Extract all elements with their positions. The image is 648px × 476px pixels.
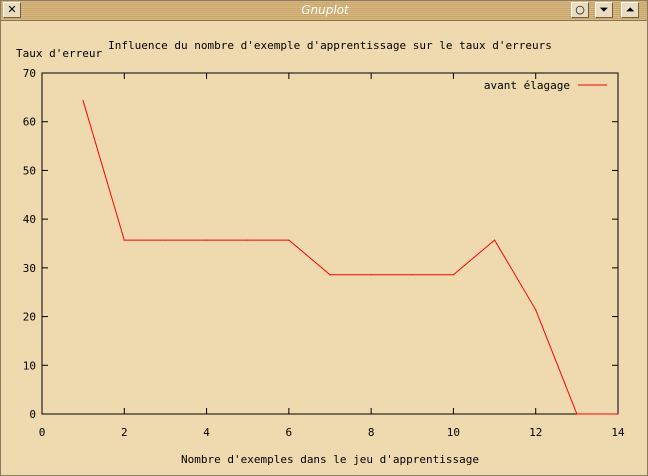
y-tick-label: 60 (23, 116, 36, 129)
shade-button[interactable]: ⏷ (595, 2, 613, 18)
legend-label: avant élagage (484, 79, 570, 92)
data-point (329, 274, 331, 276)
data-point (535, 309, 537, 311)
y-tick-label: 10 (23, 359, 36, 372)
data-point (82, 100, 84, 102)
x-tick-label: 14 (611, 426, 625, 439)
iconify-button[interactable]: ○ (571, 2, 589, 18)
x-tick-label: 12 (529, 426, 542, 439)
x-tick-label: 6 (286, 426, 293, 439)
y-tick-label: 70 (23, 67, 36, 80)
data-point (205, 239, 208, 241)
data-point (617, 413, 619, 415)
data-point (370, 274, 372, 276)
data-point (164, 239, 167, 241)
close-button[interactable]: ✕ (3, 2, 21, 18)
data-point (411, 274, 413, 276)
data-point (576, 413, 578, 415)
title-bar[interactable]: ✕ Gnuplot ○ ⏷ ⏶ (1, 1, 647, 21)
axis-ticks: 0 2 4 6 8 10 12 14 0 10 20 30 40 50 60 70 (23, 67, 625, 439)
data-point (452, 274, 455, 276)
plot-area: Influence du nombre d'exemple d'apprenti… (16, 39, 625, 466)
series-layer (82, 100, 619, 415)
window-title: Gnuplot (301, 3, 349, 17)
y-tick-label: 0 (29, 408, 36, 421)
data-point (123, 239, 125, 241)
y-tick-label: 50 (23, 164, 36, 177)
data-point (247, 239, 249, 241)
y-tick-label: 20 (23, 311, 36, 324)
x-tick-label: 8 (368, 426, 375, 439)
x-tick-label: 4 (203, 426, 210, 439)
data-point (288, 239, 290, 241)
legend: avant élagage (484, 79, 607, 92)
series-line (82, 100, 618, 415)
x-axis-label: Nombre d'exemples dans le jeu d'apprenti… (181, 453, 479, 466)
y-tick-label: 30 (23, 262, 36, 275)
plot-frame (41, 72, 619, 415)
chart-title: Influence du nombre d'exemple d'apprenti… (108, 39, 552, 52)
data-point (493, 239, 496, 241)
maximize-button[interactable]: ⏶ (621, 2, 639, 18)
y-tick-label: 40 (23, 213, 36, 226)
x-tick-label: 2 (121, 426, 128, 439)
y-axis-label: Taux d'erreur (16, 47, 102, 60)
x-tick-label: 10 (447, 426, 460, 439)
x-tick-label: 0 (39, 426, 46, 439)
